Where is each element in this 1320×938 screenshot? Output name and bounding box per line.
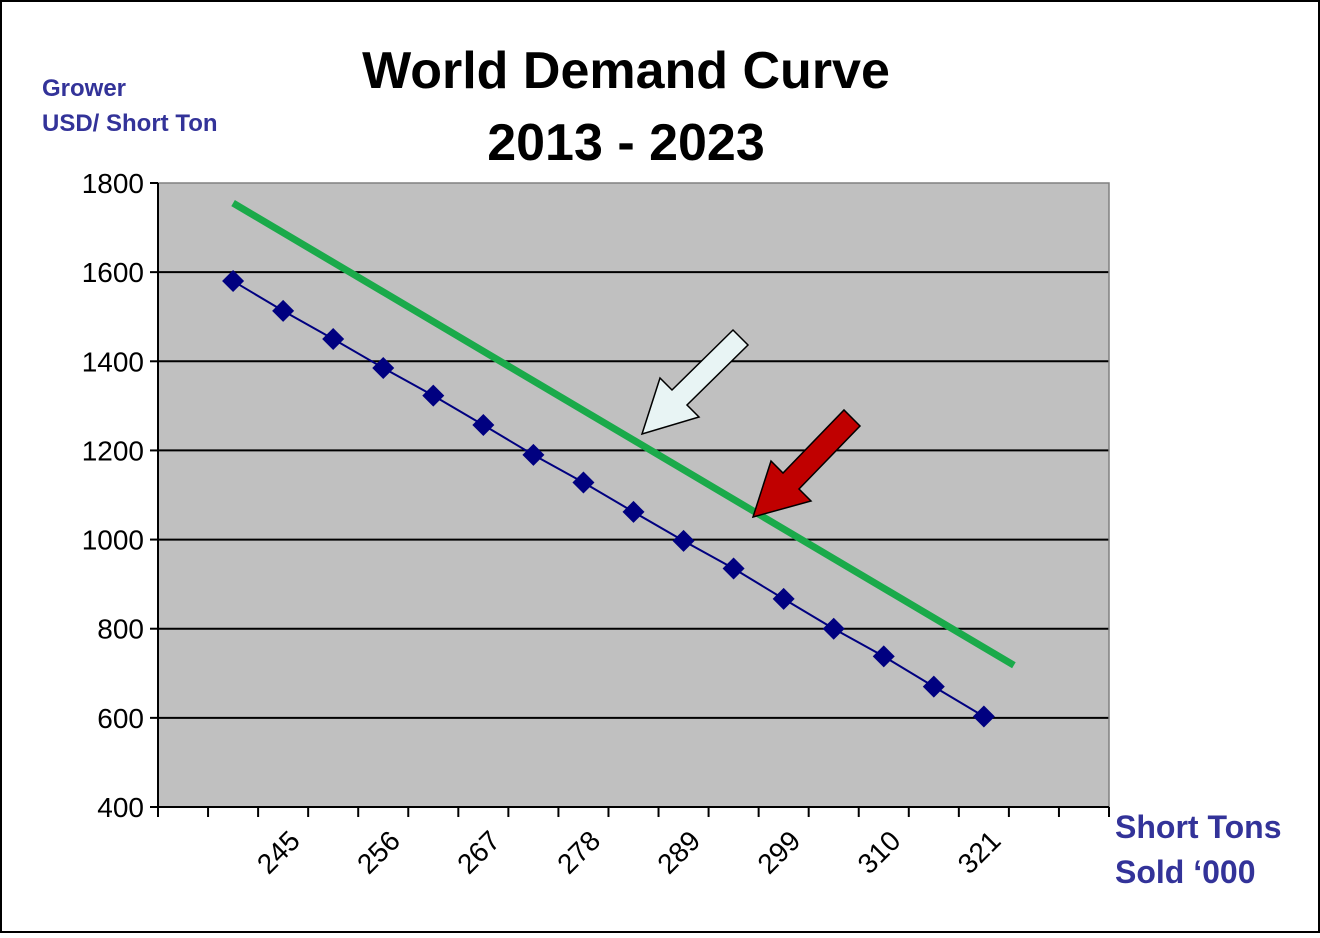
y-tick-label: 400 (97, 792, 144, 823)
data-point-marker (672, 529, 695, 552)
x-axis-label-line2: Sold ‘000 (1115, 854, 1256, 890)
data-point-marker (622, 500, 645, 523)
y-tick-label: 800 (97, 614, 144, 645)
y-tick-label: 1200 (82, 435, 144, 466)
y-axis-label-line2: USD/ Short Ton (42, 110, 218, 137)
blue-demand-series (222, 270, 995, 728)
y-axis-ticks: 400 600 800 1000 1200 1400 1600 1800 (82, 168, 158, 823)
data-point-marker (322, 328, 345, 350)
data-point-marker (772, 587, 795, 610)
green-demand-line (231, 200, 1016, 669)
chart-title-line2: 2013 - 2023 (487, 114, 765, 172)
series-line (232, 280, 985, 718)
data-point-marker (822, 617, 845, 640)
data-point-marker (572, 471, 595, 494)
chart-title-line1: World Demand Curve (362, 42, 890, 100)
data-point-marker (372, 356, 395, 379)
y-tick-label: 1400 (82, 346, 144, 377)
data-point-marker (972, 705, 995, 728)
data-point-marker (472, 414, 495, 437)
x-axis-label-line1: Short Tons (1115, 809, 1282, 845)
red-arrow (751, 408, 862, 519)
data-point-marker (272, 299, 295, 322)
data-point-marker (422, 384, 445, 407)
data-point-marker (522, 443, 545, 466)
y-tick-label: 1600 (82, 257, 144, 288)
y-tick-label: 600 (97, 703, 144, 734)
plot-area (158, 183, 1109, 807)
light-arrow (640, 328, 750, 436)
data-point-marker (922, 675, 945, 698)
green-trend-line (231, 200, 1016, 669)
y-axis-label-line1: Grower (42, 75, 126, 102)
data-point-marker (872, 645, 895, 668)
data-point-marker (722, 557, 745, 580)
data-point-marker (222, 270, 245, 293)
y-tick-label: 1800 (82, 168, 144, 199)
y-tick-label: 1000 (82, 525, 144, 556)
